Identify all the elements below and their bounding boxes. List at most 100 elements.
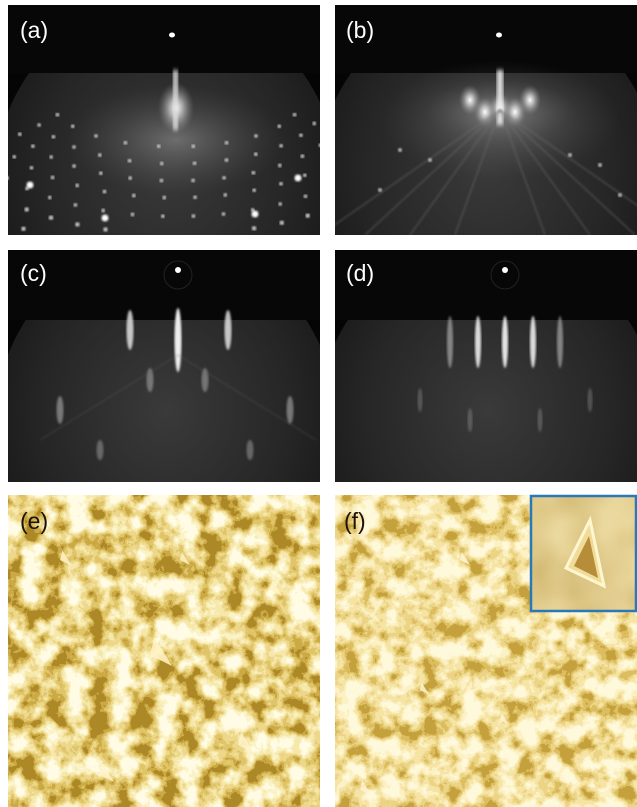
diffraction-spot bbox=[301, 154, 305, 158]
diffraction-spot bbox=[193, 196, 197, 200]
streak bbox=[287, 396, 294, 424]
panel-label: (a) bbox=[20, 17, 48, 43]
diffraction-spot bbox=[99, 171, 103, 175]
diffraction-spot bbox=[428, 158, 432, 162]
diffraction-spot bbox=[103, 227, 107, 231]
diffraction-spot bbox=[0, 218, 3, 222]
diffraction-spot bbox=[280, 221, 284, 225]
streak bbox=[557, 316, 563, 368]
diffraction-spot bbox=[161, 214, 165, 218]
streak bbox=[225, 310, 232, 350]
diffraction-spot bbox=[75, 184, 79, 188]
diffraction-spot bbox=[306, 214, 310, 218]
diffraction-spot bbox=[323, 164, 327, 168]
diffraction-spot bbox=[160, 162, 164, 166]
bright-spot bbox=[27, 182, 34, 189]
diffraction-spot bbox=[49, 155, 53, 159]
diffraction-spot bbox=[222, 176, 226, 180]
diffraction-spot bbox=[74, 203, 78, 207]
diffraction-spot bbox=[25, 207, 29, 211]
diffraction-spot bbox=[101, 209, 105, 213]
diffraction-spot bbox=[160, 179, 164, 183]
diffraction-spot bbox=[299, 134, 303, 138]
streak bbox=[127, 310, 134, 350]
diffraction-spot bbox=[252, 171, 256, 175]
streak bbox=[588, 388, 593, 412]
diffraction-spot bbox=[94, 134, 98, 138]
diffraction-spot bbox=[224, 193, 228, 197]
panel-label: (d) bbox=[346, 260, 374, 286]
diffraction-spot bbox=[103, 190, 107, 194]
diffraction-spot bbox=[598, 163, 602, 167]
diffraction-spot bbox=[128, 159, 132, 163]
diffraction-spot bbox=[49, 216, 53, 220]
streak bbox=[502, 316, 508, 368]
diffraction-spot bbox=[225, 141, 229, 145]
bright-spot bbox=[504, 97, 526, 127]
diffraction-spot bbox=[48, 196, 52, 200]
diffraction-spot bbox=[98, 153, 102, 157]
bright-spot bbox=[295, 175, 302, 182]
diffraction-spot bbox=[30, 166, 34, 170]
diffraction-spot bbox=[192, 214, 196, 218]
diffraction-spot bbox=[191, 179, 195, 183]
diffraction-spot bbox=[278, 202, 282, 206]
diffraction-spot bbox=[303, 174, 307, 178]
diffraction-spot bbox=[157, 145, 161, 149]
bright-spot bbox=[252, 211, 259, 218]
diffraction-spot bbox=[252, 226, 256, 230]
streak bbox=[530, 316, 536, 368]
diffraction-spot bbox=[52, 135, 56, 139]
diffraction-spot bbox=[378, 188, 382, 192]
diffraction-spot bbox=[254, 152, 258, 156]
diffraction-spot bbox=[568, 153, 572, 157]
diffraction-spot bbox=[222, 212, 226, 216]
inset bbox=[530, 495, 637, 612]
streak bbox=[418, 388, 423, 412]
streak bbox=[468, 408, 473, 432]
diffraction-spot bbox=[13, 155, 17, 159]
panel-label: (e) bbox=[20, 508, 48, 534]
streak bbox=[97, 440, 104, 460]
specular-spot bbox=[496, 33, 502, 38]
diffraction-spot bbox=[128, 176, 132, 180]
specular-spot bbox=[175, 267, 181, 273]
diffraction-spot bbox=[37, 123, 41, 127]
diffraction-spot bbox=[3, 198, 7, 202]
diffraction-spot bbox=[254, 134, 258, 138]
diffraction-spot bbox=[279, 182, 283, 186]
specular-spot bbox=[502, 267, 508, 273]
diffraction-spot bbox=[398, 148, 402, 152]
diffraction-spot bbox=[293, 113, 297, 117]
diffraction-spot bbox=[278, 125, 282, 129]
diffraction-spot bbox=[278, 164, 282, 168]
diffraction-spot bbox=[326, 185, 330, 189]
diffraction-spot bbox=[75, 222, 79, 226]
diffraction-spot bbox=[319, 144, 323, 148]
diffraction-spot bbox=[21, 227, 25, 231]
diffraction-spot bbox=[51, 176, 55, 180]
diffraction-spot bbox=[225, 158, 229, 162]
diffraction-spot bbox=[252, 189, 256, 193]
panel-f bbox=[335, 495, 637, 807]
streak bbox=[538, 408, 543, 432]
diffraction-spot bbox=[279, 144, 283, 148]
diffraction-spot bbox=[304, 195, 308, 199]
diffraction-spot bbox=[192, 145, 196, 149]
panel-label: (f) bbox=[344, 508, 366, 534]
diffraction-spot bbox=[56, 113, 60, 117]
diffraction-spot bbox=[163, 196, 167, 200]
diffraction-spot bbox=[72, 164, 76, 168]
diffraction-spot bbox=[132, 194, 136, 198]
specular-spot bbox=[169, 33, 175, 38]
diffraction-spot bbox=[18, 132, 22, 136]
diffraction-spot bbox=[0, 143, 3, 147]
diffraction-spot bbox=[331, 131, 335, 135]
panel-e bbox=[8, 495, 320, 807]
diffraction-spot bbox=[6, 176, 10, 180]
streak bbox=[475, 316, 481, 368]
streak bbox=[147, 368, 154, 392]
diffraction-spot bbox=[328, 226, 332, 230]
bright-spot bbox=[474, 97, 496, 127]
streak bbox=[175, 308, 182, 372]
